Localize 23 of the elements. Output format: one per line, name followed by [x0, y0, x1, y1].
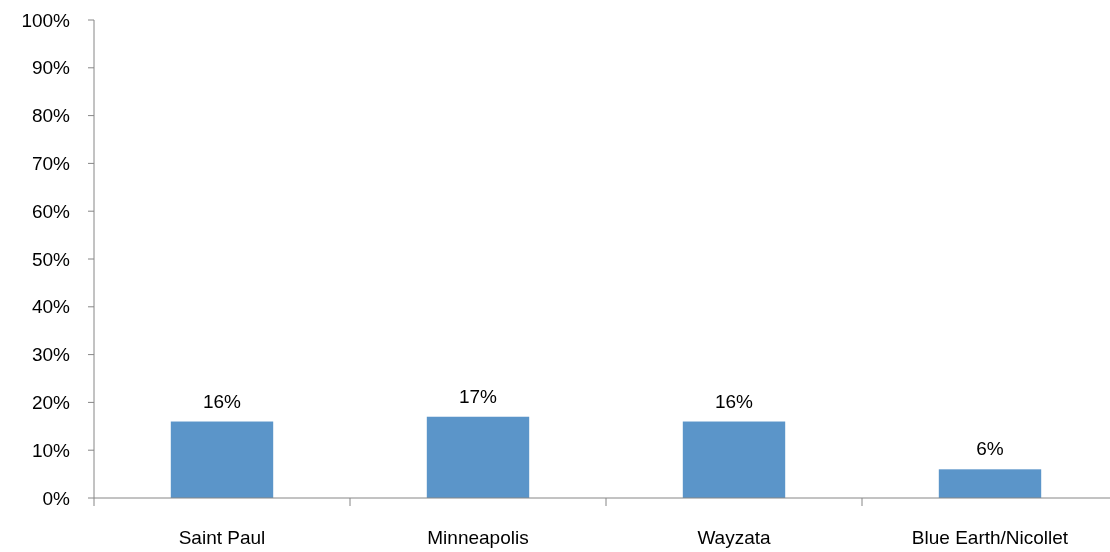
y-tick-label: 60%: [31, 200, 71, 222]
y-tick-label: 80%: [31, 105, 71, 127]
y-tick-label: 70%: [31, 153, 71, 175]
y-tick-label: 0%: [42, 487, 71, 509]
x-tick-label: Minneapolis: [427, 527, 529, 548]
data-label: 17%: [458, 385, 498, 407]
bar: [682, 421, 786, 498]
y-tick-label: 10%: [31, 439, 71, 461]
y-tick-label: 100%: [21, 9, 71, 31]
y-tick-label: 40%: [31, 296, 71, 318]
x-tick-label: Wayzata: [697, 527, 772, 548]
bar: [938, 469, 1042, 498]
data-label: 16%: [202, 390, 242, 412]
y-tick-label: 90%: [31, 57, 71, 79]
data-label: 16%: [714, 390, 754, 412]
x-tick-label: Saint Paul: [178, 527, 266, 548]
data-label: 6%: [976, 438, 1004, 460]
y-tick-label: 30%: [31, 344, 71, 366]
y-tick-label: 50%: [31, 248, 71, 270]
y-tick-label: 20%: [31, 392, 71, 414]
x-tick-label: Blue Earth/Nicollet: [911, 527, 1069, 548]
bar: [170, 421, 274, 498]
bar: [426, 416, 530, 498]
